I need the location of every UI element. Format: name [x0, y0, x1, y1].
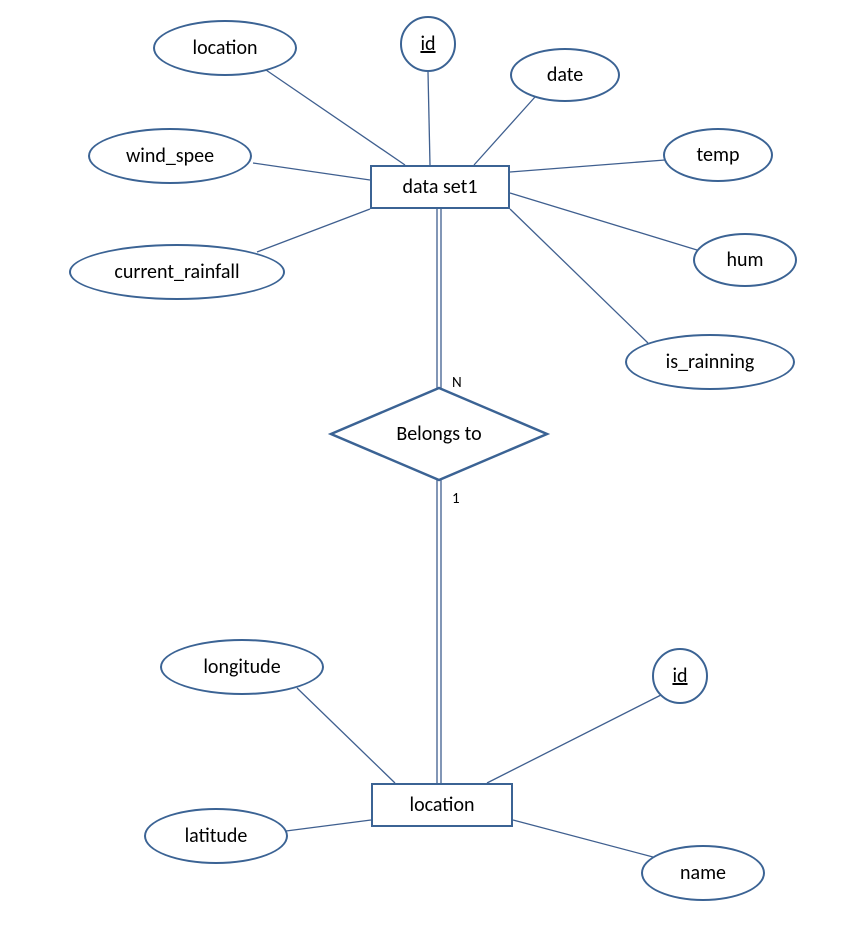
attribute-label-attr_name: name: [680, 861, 726, 885]
attribute-label-attr_longitude: longitude: [203, 655, 280, 679]
attribute-attr_id_top: id: [400, 16, 456, 72]
attribute-label-attr_date: date: [547, 63, 583, 87]
attribute-attr_wind_spee: wind_spee: [88, 128, 252, 184]
attribute-label-attr_temp: temp: [697, 143, 740, 167]
attribute-label-attr_id_top: id: [420, 32, 435, 56]
entity-label-location_entity: location: [409, 793, 474, 817]
attribute-label-attr_current_rainfall: current_rainfall: [114, 260, 239, 284]
entity-location_entity: location: [371, 783, 513, 827]
attribute-label-attr_location: location: [192, 36, 257, 60]
attribute-label-attr_latitude: latitude: [185, 824, 248, 848]
attribute-label-attr_is_rainning: is_rainning: [666, 350, 755, 374]
cardinality-one: 1: [452, 490, 460, 508]
attribute-attr_temp: temp: [663, 128, 773, 182]
attribute-attr_longitude: longitude: [160, 639, 324, 695]
entity-label-data_set1: data set1: [403, 175, 478, 199]
relationship-label: Belongs to: [396, 422, 481, 446]
attribute-attr_date: date: [510, 48, 620, 102]
attribute-attr_current_rainfall: current_rainfall: [69, 244, 285, 300]
attribute-attr_is_rainning: is_rainning: [625, 334, 795, 390]
cardinality-n: N: [452, 374, 462, 392]
attribute-attr_location: location: [153, 20, 297, 76]
attribute-attr_hum: hum: [693, 233, 797, 287]
entity-data_set1: data set1: [370, 165, 510, 209]
attribute-attr_name: name: [641, 845, 765, 901]
attribute-label-attr_wind_spee: wind_spee: [126, 144, 214, 168]
attribute-label-attr_id_bottom: id: [672, 664, 687, 688]
er-diagram-canvas: data set1 location location id date wind_spee…: [0, 0, 865, 929]
attribute-attr_id_bottom: id: [652, 648, 708, 704]
attribute-attr_latitude: latitude: [144, 808, 288, 864]
attribute-label-attr_hum: hum: [727, 248, 764, 272]
relationship-belongs-to: Belongs to: [331, 388, 547, 480]
